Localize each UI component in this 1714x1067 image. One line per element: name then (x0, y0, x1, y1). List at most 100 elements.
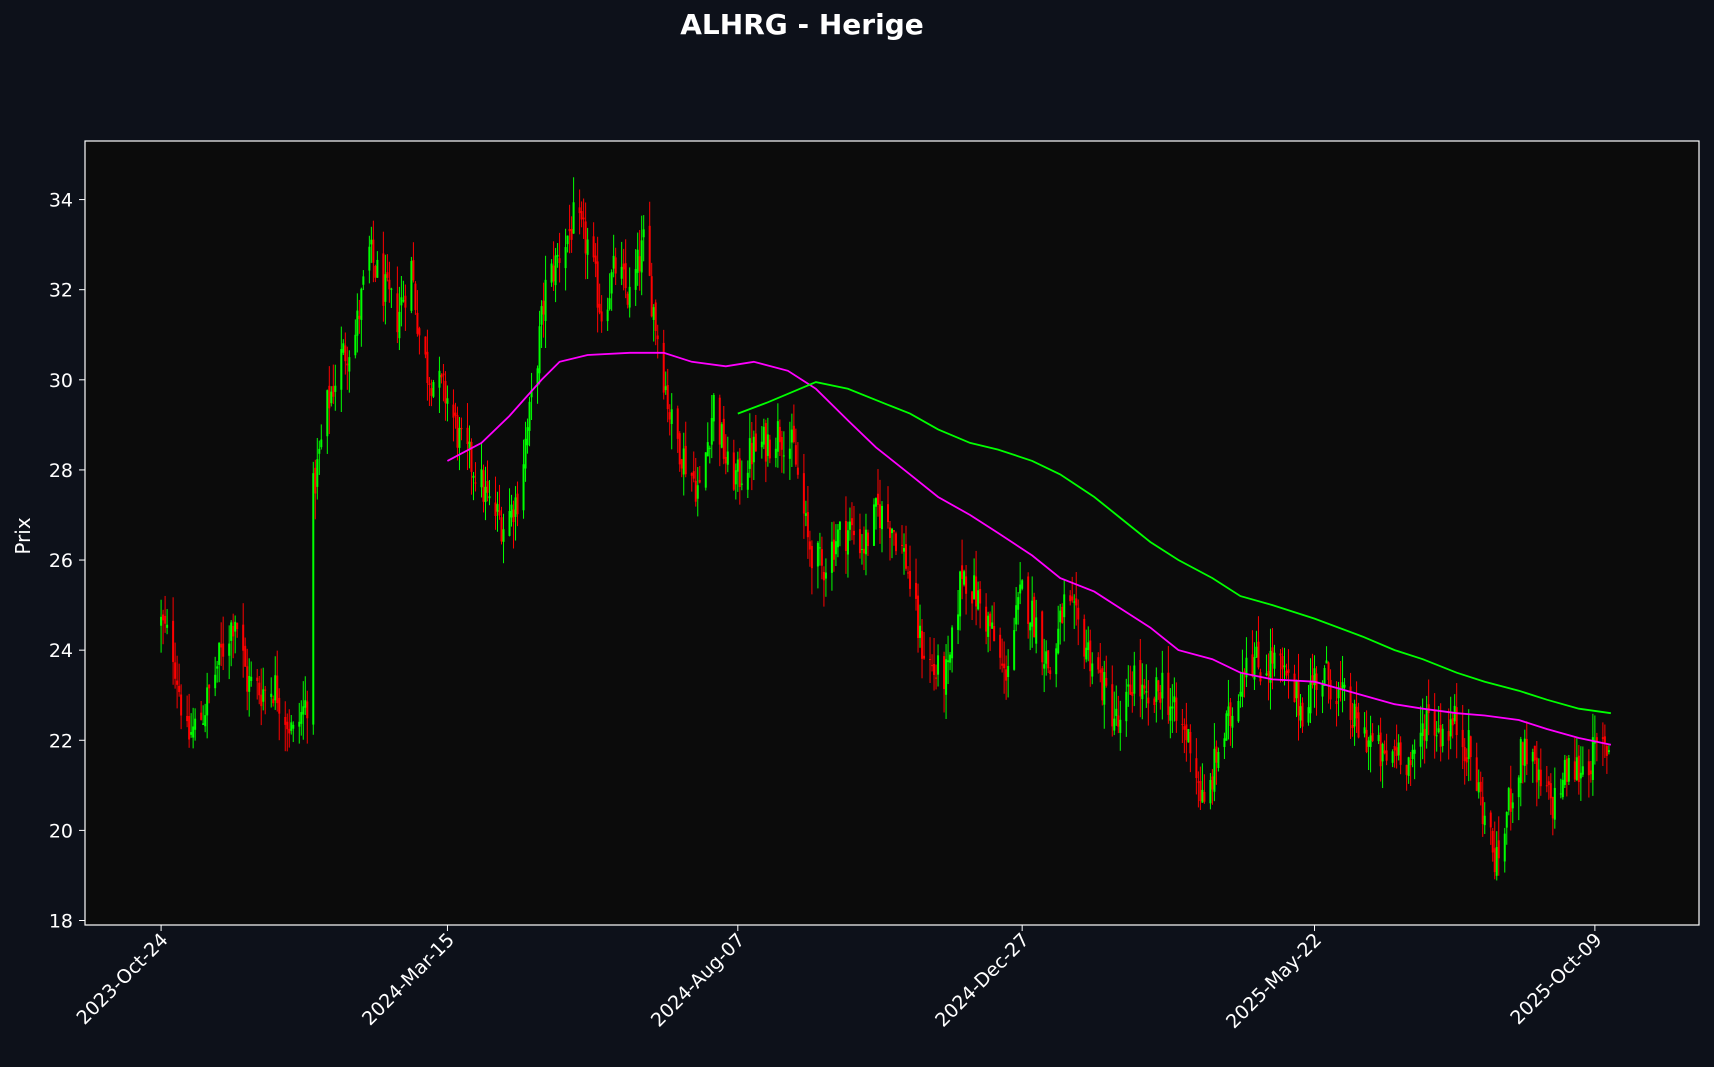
candle-body (1015, 605, 1018, 625)
candle-body (528, 401, 531, 431)
candle-body (526, 427, 529, 446)
candle-body (718, 397, 721, 445)
candle-body (536, 368, 539, 386)
candle-body (1295, 681, 1298, 699)
candle-body (1321, 683, 1324, 697)
candle-body (943, 656, 946, 690)
candle-body (1539, 769, 1542, 787)
candle-body (412, 260, 415, 281)
candle-body (220, 644, 223, 648)
candle-body (242, 624, 245, 651)
candle-body (330, 391, 333, 404)
candle-body (802, 473, 805, 514)
candle-body (858, 529, 861, 554)
candle-body (1465, 757, 1468, 763)
x-tick-label: 2023-Oct-24 (72, 929, 172, 1029)
candle-body (172, 620, 175, 662)
candle-body (522, 464, 525, 511)
candle-body (1183, 726, 1186, 730)
candle-body (626, 293, 629, 305)
candle-body (820, 549, 823, 566)
candle-body (788, 448, 791, 459)
chart-title: ALHRG - Herige (680, 8, 924, 41)
candle-body (400, 297, 403, 306)
candle-body (1119, 719, 1122, 733)
candle-body (1493, 848, 1496, 873)
y-tick-label: 22 (49, 730, 73, 752)
candle-body (979, 588, 982, 604)
candle-body (1553, 787, 1556, 820)
candle-body (778, 426, 781, 443)
candle-body (1505, 812, 1508, 828)
candle-body (206, 687, 209, 716)
candle-body (1517, 777, 1520, 798)
candle-body (682, 448, 685, 475)
candle-body (991, 622, 994, 629)
candle-body (1041, 611, 1044, 663)
candle-body (752, 436, 755, 463)
candle-body (540, 306, 543, 325)
candle-body (1419, 732, 1422, 747)
candle-body (937, 655, 940, 675)
candle-body (1229, 702, 1232, 726)
candle-body (214, 674, 217, 689)
candle-body (1537, 769, 1540, 781)
candle-body (438, 370, 441, 388)
candle-body (1377, 734, 1380, 742)
candle-body (1309, 681, 1312, 714)
candle-body (1211, 776, 1214, 790)
candle-body (496, 504, 499, 512)
candle-body (780, 437, 783, 450)
candle-body (1595, 737, 1598, 742)
candle-body (218, 642, 221, 665)
candle-body (1239, 691, 1242, 697)
candle-body (1311, 675, 1314, 685)
x-tick-label: 2024-Mar-15 (358, 929, 459, 1030)
candle-body (1563, 760, 1566, 785)
x-tick-label: 2024-Dec-27 (931, 929, 1034, 1032)
candle-body (376, 259, 379, 278)
candle-body (1113, 718, 1116, 731)
candle-body (200, 712, 203, 720)
candle-body (1227, 706, 1230, 716)
candle-body (260, 694, 263, 707)
candle-body (852, 530, 855, 536)
candle-body (416, 312, 419, 334)
candle-body (1287, 669, 1290, 673)
candle-body (558, 258, 561, 263)
candle-body (1299, 706, 1302, 721)
candle-body (250, 676, 253, 681)
candle-body (516, 493, 519, 515)
candle-body (1225, 713, 1228, 741)
candle-body (610, 272, 613, 294)
candle-body (1371, 733, 1374, 741)
candle-body (580, 211, 583, 220)
candle-body (1019, 584, 1022, 594)
candle-body (634, 269, 637, 290)
candle-body (712, 395, 715, 422)
candle-body (264, 689, 267, 691)
candle-body (1421, 723, 1424, 736)
candle-body (818, 547, 821, 549)
candle-body (1603, 736, 1606, 743)
candle-body (328, 385, 331, 409)
candle-body (288, 728, 291, 734)
candle-body (696, 485, 699, 499)
candle-body (1437, 728, 1440, 733)
candle-body (1409, 760, 1412, 766)
candle-body (1367, 740, 1370, 747)
candle-body (1489, 812, 1492, 828)
candle-body (692, 471, 695, 479)
candle-body (454, 412, 457, 416)
candle-body (1045, 651, 1048, 664)
candle-body (1189, 732, 1192, 754)
candle-body (1021, 580, 1024, 589)
candle-body (903, 548, 906, 552)
candle-body (1251, 654, 1254, 677)
candle-body (382, 253, 385, 306)
candle-body (1323, 668, 1326, 686)
candle-body (1101, 668, 1104, 701)
candle-body (306, 701, 309, 719)
candle-body (694, 480, 697, 502)
candle-body (1475, 757, 1478, 791)
